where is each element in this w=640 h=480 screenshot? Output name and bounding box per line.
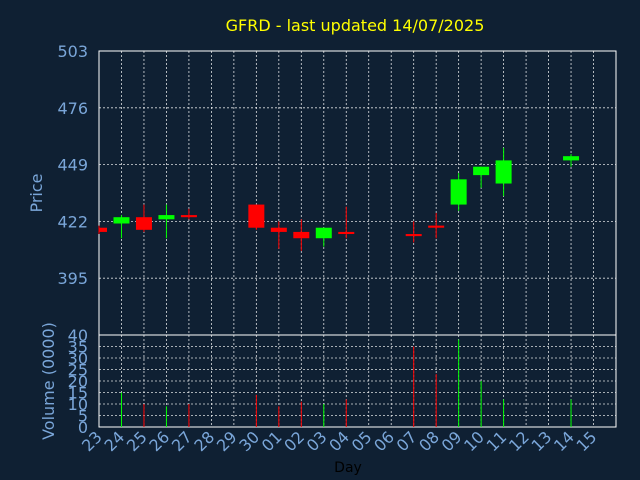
candle-body xyxy=(405,234,422,237)
candle-body xyxy=(293,231,310,239)
x-tick-label: 15 xyxy=(573,427,601,455)
x-axis-label: Day xyxy=(334,460,362,476)
candle-body xyxy=(180,215,197,218)
chart-title: GFRD - last updated 14/07/2025 xyxy=(226,16,485,35)
price-grid xyxy=(99,50,616,335)
volume-axis-label: Volume (0000) xyxy=(39,322,58,440)
candle-body xyxy=(315,227,332,239)
candle-body xyxy=(270,227,287,232)
price-tick-label: 476 xyxy=(57,99,88,118)
y-axis-label: Price xyxy=(27,173,46,212)
candle-body xyxy=(563,156,580,161)
volume-tick-label: 5 xyxy=(78,407,88,426)
volume-tick-label: 30 xyxy=(68,349,88,368)
candle-body xyxy=(158,215,175,220)
volume-tick-label: 20 xyxy=(68,372,88,391)
price-tick-label: 422 xyxy=(57,212,88,231)
candle-body xyxy=(428,225,445,228)
x-axis-ticks: 2324252627282930010203040506070809101112… xyxy=(78,427,600,455)
volume-bars xyxy=(120,339,572,427)
candle-body xyxy=(495,160,512,184)
candle-body xyxy=(450,179,467,205)
volume-plot-frame xyxy=(98,334,617,428)
candle-body xyxy=(248,204,265,228)
price-axis-ticks: 395 422 449 476 503 xyxy=(57,42,88,288)
candle-body xyxy=(113,217,130,224)
candles xyxy=(98,147,580,251)
price-tick-label: 449 xyxy=(57,156,88,175)
volume-tick-label: 10 xyxy=(68,395,88,414)
candle-body xyxy=(338,231,355,235)
price-tick-label: 503 xyxy=(57,42,88,61)
volume-tick-label: 40 xyxy=(68,326,88,345)
volume-tick-label: 15 xyxy=(68,384,88,403)
candle-body xyxy=(99,227,107,232)
price-plot-frame xyxy=(98,50,617,336)
candle-body xyxy=(473,166,490,176)
volume-grid xyxy=(99,335,616,427)
volume-tick-label: 35 xyxy=(68,338,88,357)
volume-tick-label: 25 xyxy=(68,361,88,380)
candle-body xyxy=(135,217,152,230)
volume-tick-label: 0 xyxy=(78,418,88,437)
price-tick-label: 395 xyxy=(57,269,88,288)
